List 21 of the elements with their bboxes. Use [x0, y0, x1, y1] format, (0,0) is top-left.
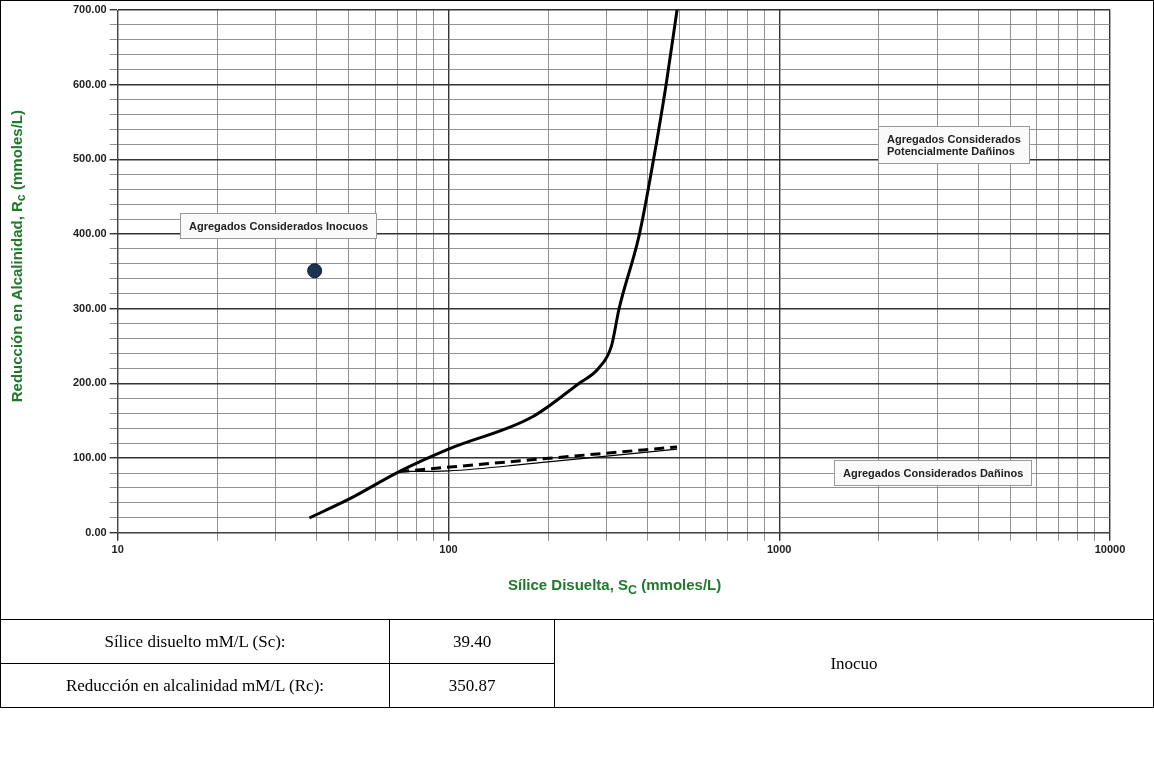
annotation: Agregados Considerados Potencialmente Dañinos: [878, 126, 1030, 164]
x-axis-title: Sílice Disuelta, S$_{C}$ (mmoles/L): [508, 576, 722, 597]
text: Inocuo: [554, 619, 1154, 708]
y-tick-label: 200.00: [72, 376, 107, 389]
y-tick-label: 600.00: [72, 77, 107, 90]
annotation: Agregados Considerados Dañinos: [834, 460, 1033, 486]
y-tick-label: 500.00: [72, 152, 107, 165]
text: Sílice disuelto mM/L (Sc):: [0, 619, 390, 664]
y-tick-label: 700.00: [72, 3, 107, 16]
y-tick-label: 400.00: [72, 227, 107, 240]
x-tick-label: 10000: [1094, 543, 1126, 556]
text: 350.87: [389, 663, 555, 708]
y-tick-label: 100.00: [72, 451, 107, 464]
text: Reducción en alcalinidad mM/L (Rc):: [0, 663, 390, 708]
annotation: Agregados Considerados Inocuos: [180, 213, 378, 239]
x-tick-label: 1000: [766, 543, 792, 556]
y-tick-label: 300.00: [72, 301, 107, 314]
x-tick-label: 10: [111, 543, 124, 556]
x-tick-label: 100: [439, 543, 458, 556]
y-tick-label: 0.00: [85, 525, 107, 538]
text: 39.40: [389, 619, 555, 664]
